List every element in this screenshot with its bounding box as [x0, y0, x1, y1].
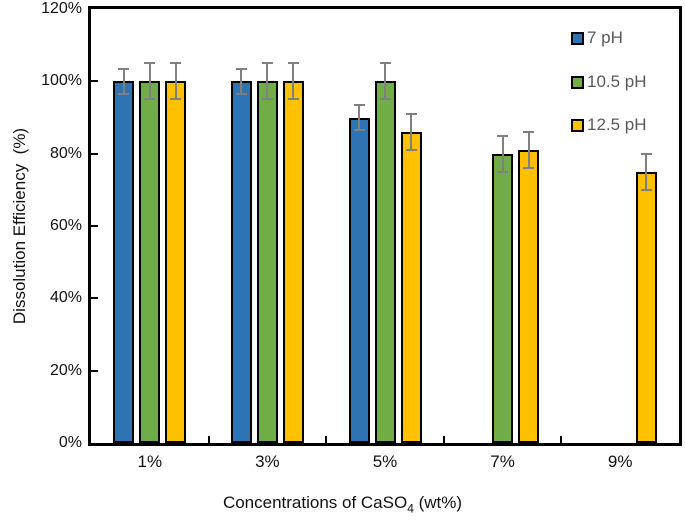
- bar-10.5-pH-5%: [374, 81, 396, 443]
- error-bar-cap: [170, 62, 182, 65]
- error-bar-cap: [235, 67, 247, 70]
- legend-swatch-icon: [571, 31, 584, 45]
- y-tick-label: 40%: [49, 289, 82, 307]
- y-tick-label: 120%: [41, 0, 82, 17]
- error-bar-line: [292, 63, 295, 100]
- y-tick-label: 60%: [49, 217, 82, 234]
- bar-7-pH-1%: [113, 81, 135, 443]
- error-bar-cap: [144, 98, 156, 101]
- x-tick-mark: [325, 436, 328, 443]
- error-bar-cap: [287, 98, 299, 101]
- bar-7-pH-3%: [230, 81, 252, 443]
- error-bar-cap: [261, 98, 273, 101]
- x-category-label: 7%: [490, 452, 515, 471]
- x-axis-title-main: Concentrations of CaSO: [222, 493, 408, 512]
- bar-10.5-pH-3%: [256, 81, 278, 443]
- error-bar-cap: [497, 134, 509, 137]
- error-bar-line: [122, 68, 125, 94]
- y-tick-mark: [91, 152, 98, 155]
- y-tick-label: 0%: [58, 434, 82, 451]
- legend-label: 7 pH: [587, 28, 623, 47]
- error-bar-cap: [640, 152, 652, 155]
- error-bar-cap: [379, 98, 391, 101]
- error-bar-cap: [523, 167, 535, 170]
- x-axis-title: Concentrations of CaSO4 (wt%): [0, 493, 685, 515]
- legend-label: 12.5 pH: [587, 115, 647, 134]
- bar-12.5-pH-1%: [165, 81, 187, 443]
- legend-item-12.5-pH: 12.5 pH: [571, 114, 647, 136]
- error-bar-cap: [640, 188, 652, 191]
- error-bar-cap: [118, 67, 130, 70]
- error-bar-cap: [379, 62, 391, 65]
- error-bar-line: [527, 131, 530, 169]
- error-bar-cap: [353, 103, 365, 106]
- error-bar-line: [266, 63, 269, 100]
- error-bar-cap: [497, 170, 509, 173]
- x-category-label: 3%: [255, 452, 280, 471]
- x-tick-mark: [442, 436, 445, 443]
- bar-10.5-pH-7%: [492, 153, 514, 443]
- bar-12.5-pH-3%: [282, 81, 304, 443]
- error-bar-line: [410, 113, 412, 151]
- error-bar-line: [384, 63, 386, 100]
- error-bar-line: [148, 63, 151, 100]
- legend-swatch-icon: [571, 118, 584, 132]
- bar-10.5-pH-1%: [139, 81, 161, 443]
- error-bar-line: [501, 135, 504, 172]
- error-bar-cap: [523, 130, 535, 133]
- x-axis-title-subscript: 4: [407, 501, 414, 516]
- error-bar-line: [240, 68, 243, 94]
- y-tick-label: 20%: [49, 361, 82, 379]
- error-bar-cap: [261, 62, 273, 65]
- error-bar-cap: [144, 62, 156, 65]
- error-bar-cap: [235, 92, 247, 95]
- error-bar-cap: [287, 62, 299, 65]
- error-bar-line: [645, 153, 648, 190]
- error-bar-cap: [353, 129, 365, 132]
- error-bar-cap: [118, 92, 130, 95]
- y-tick-mark: [91, 297, 98, 300]
- bar-7-pH-5%: [348, 117, 370, 443]
- legend-item-7-pH: 7 pH: [571, 27, 623, 49]
- y-tick-mark: [91, 369, 98, 372]
- bar-12.5-pH-5%: [400, 131, 422, 443]
- error-bar-cap: [405, 112, 417, 115]
- x-category-label: 5%: [372, 452, 398, 471]
- error-bar-cap: [170, 98, 182, 101]
- legend-swatch-icon: [571, 75, 584, 89]
- y-tick-mark: [91, 225, 98, 227]
- x-tick-mark: [560, 436, 563, 443]
- y-tick-label: 80%: [49, 144, 82, 162]
- x-tick-mark: [207, 436, 210, 443]
- y-tick-mark: [91, 80, 98, 83]
- error-bar-cap: [405, 149, 417, 152]
- y-tick-label: 100%: [41, 72, 82, 90]
- x-category-label: 9%: [607, 452, 633, 471]
- legend-label: 10.5 pH: [587, 72, 647, 91]
- legend-item-10.5-pH: 10.5 pH: [571, 71, 647, 93]
- x-axis-title-suffix: (wt%): [413, 493, 463, 512]
- bar-12.5-pH-9%: [635, 171, 657, 443]
- x-category-label: 1%: [137, 452, 163, 471]
- error-bar-line: [174, 63, 177, 100]
- error-bar-line: [358, 104, 360, 131]
- bar-12.5-pH-7%: [518, 150, 540, 443]
